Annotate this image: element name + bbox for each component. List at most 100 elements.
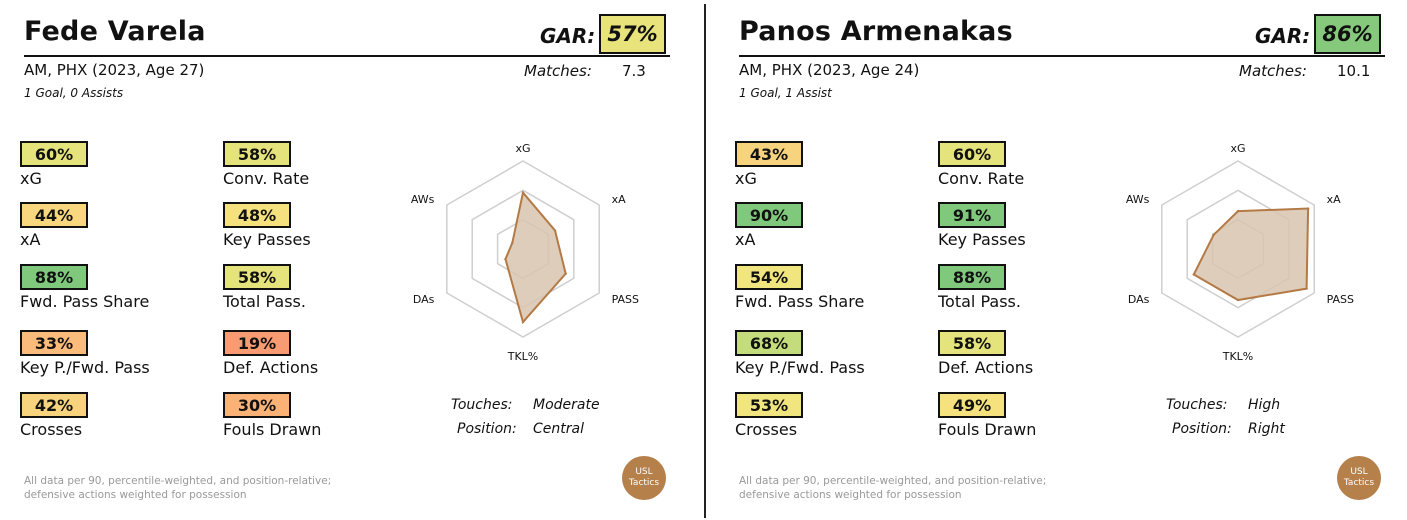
stat-label: Fouls Drawn (223, 420, 322, 439)
matches-label: Matches: (1239, 62, 1307, 80)
stat-label: Total Pass. (938, 292, 1021, 311)
stat-percentile: 43% (735, 141, 803, 167)
stat-label: xG (20, 169, 42, 188)
position-value: Central (533, 421, 584, 437)
radar-point-xg (521, 191, 525, 194)
logo-text-line: Tactics (1343, 478, 1375, 488)
stat-label: xG (735, 169, 757, 188)
stat-def-actions: 58% Def. Actions (938, 330, 1138, 377)
touches-label: Touches: (451, 397, 513, 413)
stat-label: Key P./Fwd. Pass (735, 358, 865, 377)
matches-value: 7.3 (622, 62, 646, 80)
stat-conv-rate: 58% Conv. Rate (223, 141, 423, 188)
usl-tactics-logo: USL Tactics (1337, 456, 1381, 500)
stat-percentile: 58% (223, 264, 291, 290)
stat-xg: 43% xG (735, 141, 935, 188)
player-name: Panos Armenakas (739, 16, 1013, 47)
stat-total-pass: 58% Total Pass. (223, 264, 423, 311)
stat-total-pass: 88% Total Pass. (938, 264, 1138, 311)
stat-label: Def. Actions (223, 358, 319, 377)
stat-label: Key Passes (223, 230, 311, 249)
header-rule (24, 55, 670, 57)
stat-label: xA (735, 230, 756, 249)
radar-axis-label: xG (1230, 142, 1245, 155)
stat-percentile: 88% (938, 264, 1006, 290)
radar-point-aws (511, 241, 514, 245)
gar-value: 57% (599, 14, 666, 54)
stat-percentile: 58% (938, 330, 1006, 356)
radar-grid-ring (1161, 160, 1315, 338)
logo-text-line: USL (635, 467, 653, 477)
radar-axis-label: DAs (413, 293, 435, 306)
stat-label: Def. Actions (938, 358, 1034, 377)
player-subtitle: AM, PHX (2023, Age 27) (24, 61, 205, 79)
radar-series-area (1192, 207, 1310, 302)
radar-chart: xG xA PASS TKL% DAs AWs (411, 142, 639, 363)
radar-axis-label: DAs (1128, 293, 1150, 306)
stat-percentile: 60% (938, 141, 1006, 167)
stat-label: Key Passes (938, 230, 1026, 249)
stat-percentile: 19% (223, 330, 291, 356)
radar-axis-label: xA (1327, 193, 1342, 206)
stat-xa: 90% xA (735, 202, 935, 249)
touches-value: High (1248, 397, 1281, 413)
touches-label: Touches: (1166, 397, 1228, 413)
panel-divider (704, 4, 706, 518)
stat-key-passes: 48% Key Passes (223, 202, 423, 249)
stat-percentile: 44% (20, 202, 88, 228)
stat-percentile: 53% (735, 392, 803, 418)
stat-percentile: 68% (735, 330, 803, 356)
radar-grid-ring (446, 160, 600, 338)
radar-axis-label: TKL% (1222, 350, 1254, 363)
goals-assists: 1 Goal, 0 Assists (24, 86, 124, 100)
radar-point-das (504, 257, 507, 261)
radar-axis-label: TKL% (507, 350, 539, 363)
player-name: Fede Varela (24, 16, 206, 47)
radar-axis-label: xG (515, 142, 530, 155)
player-card-1: Fede Varela GAR: 57% AM, PHX (2023, Age … (0, 0, 700, 520)
stat-crosses: 42% Crosses (20, 392, 220, 439)
logo-text-line: Tactics (628, 478, 660, 488)
goals-assists: 1 Goal, 1 Assist (739, 86, 832, 100)
stat-label: Fwd. Pass Share (20, 292, 150, 311)
stat-label: Fouls Drawn (938, 420, 1037, 439)
radar-axis-label: PASS (1327, 293, 1354, 306)
radar-axis-label: PASS (612, 293, 639, 306)
stat-label: Conv. Rate (938, 169, 1025, 188)
stat-percentile: 54% (735, 264, 803, 290)
stat-percentile: 48% (223, 202, 291, 228)
radar-point-xg (1236, 209, 1240, 213)
stat-fwd-pass-share: 54% Fwd. Pass Share (735, 264, 935, 311)
stat-fwd-pass-share: 88% Fwd. Pass Share (20, 264, 220, 311)
stat-percentile: 33% (20, 330, 88, 356)
radar-axis-label: xA (612, 193, 627, 206)
radar-point-pass (1305, 287, 1308, 290)
stat-label: Conv. Rate (223, 169, 310, 188)
stat-fouls-drawn: 30% Fouls Drawn (223, 392, 423, 439)
stat-label: Fwd. Pass Share (735, 292, 865, 311)
stat-fouls-drawn: 49% Fouls Drawn (938, 392, 1138, 439)
stat-label: Total Pass. (223, 292, 306, 311)
header-rule (739, 55, 1385, 57)
stat-percentile: 42% (20, 392, 88, 418)
stat-xa: 44% xA (20, 202, 220, 249)
radar-point-aws (1212, 233, 1215, 237)
stat-percentile: 49% (938, 392, 1006, 418)
stat-percentile: 90% (735, 202, 803, 228)
usl-tactics-logo: USL Tactics (622, 456, 666, 500)
gar-value: 86% (1314, 14, 1381, 54)
stat-def-actions: 19% Def. Actions (223, 330, 423, 377)
stat-xg: 60% xG (20, 141, 220, 188)
stat-crosses: 53% Crosses (735, 392, 935, 439)
footnote: All data per 90, percentile-weighted, an… (739, 475, 1047, 501)
stat-conv-rate: 60% Conv. Rate (938, 141, 1138, 188)
stat-label: Crosses (20, 420, 83, 439)
radar-point-pass (564, 272, 567, 275)
footnote: All data per 90, percentile-weighted, an… (24, 475, 332, 501)
position-label: Position: (1172, 421, 1232, 437)
radar-chart: xG xA PASS TKL% DAs AWs (1126, 142, 1354, 363)
stat-percentile: 58% (223, 141, 291, 167)
radar-point-tkl (521, 320, 525, 324)
stat-label: Crosses (735, 420, 798, 439)
radar-point-xa (1306, 207, 1310, 210)
